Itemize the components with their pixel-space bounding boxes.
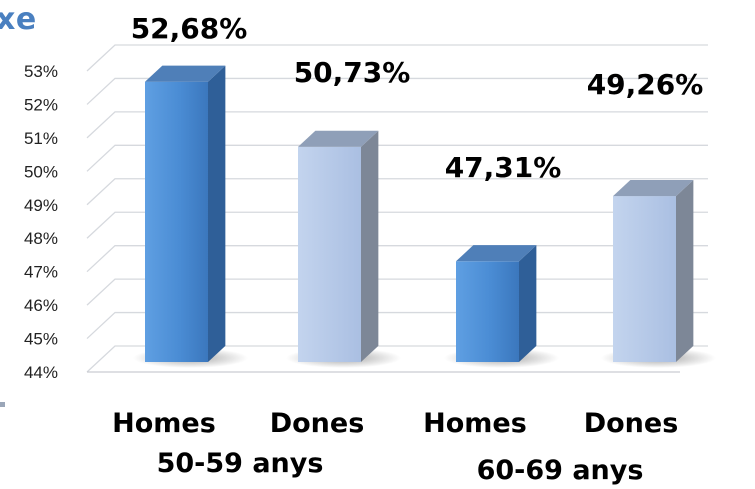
bar-side: [208, 65, 226, 363]
category-label-dones-2: Dones: [583, 408, 679, 439]
y-tick-label: 47%: [24, 263, 58, 282]
y-tick-label: 52%: [24, 95, 58, 114]
y-tick-label: 50%: [24, 162, 58, 181]
gridline: [86, 178, 708, 206]
gridline: [86, 44, 708, 72]
bar-front: [298, 146, 361, 362]
bar-top: [145, 65, 226, 82]
y-tick-label: 48%: [24, 229, 58, 248]
bar-front: [613, 196, 676, 362]
bar-side: [361, 130, 379, 362]
gridlines: [86, 44, 708, 373]
category-label-homes-1: Homes: [112, 408, 216, 439]
chart-title-fragment: xe: [0, 2, 37, 37]
y-tick-label: 51%: [24, 129, 58, 148]
data-label-3: 47,31%: [445, 151, 562, 184]
y-tick-label: 53%: [24, 62, 58, 81]
bar-1: [145, 65, 226, 363]
category-label-homes-2: Homes: [423, 408, 527, 439]
gridline: [86, 111, 708, 139]
gridline: [86, 144, 708, 172]
edge-marker: [0, 402, 5, 407]
group-label-50-59: 50-59 anys: [156, 448, 324, 479]
data-labels: 52,68% 50,73% 47,31% 49,26%: [131, 12, 704, 184]
bar-side: [676, 179, 694, 362]
y-tick-label: 49%: [24, 196, 58, 215]
y-tick-label: 45%: [24, 330, 58, 349]
bar-top: [456, 245, 537, 262]
group-label-60-69: 60-69 anys: [476, 455, 644, 486]
bar-side: [519, 245, 537, 362]
bar-top: [298, 130, 379, 147]
gridline: [86, 77, 708, 105]
bars: [145, 65, 694, 363]
bar-front: [456, 261, 519, 362]
bar-2: [298, 130, 379, 362]
bar-top: [613, 179, 694, 197]
bar-front: [145, 81, 208, 363]
y-tick-label: 46%: [24, 296, 58, 315]
bar-3: [456, 245, 537, 362]
gridline: [86, 211, 708, 239]
data-label-2: 50,73%: [294, 56, 411, 89]
bar-4: [613, 179, 694, 362]
data-label-4: 49,26%: [587, 68, 704, 101]
category-label-dones-1: Dones: [269, 408, 365, 439]
data-label-1: 52,68%: [131, 12, 248, 45]
y-axis-ticks: 44% 45% 46% 47% 48% 49% 50% 51% 52% 53%: [24, 62, 58, 382]
y-tick-label: 44%: [24, 363, 58, 382]
